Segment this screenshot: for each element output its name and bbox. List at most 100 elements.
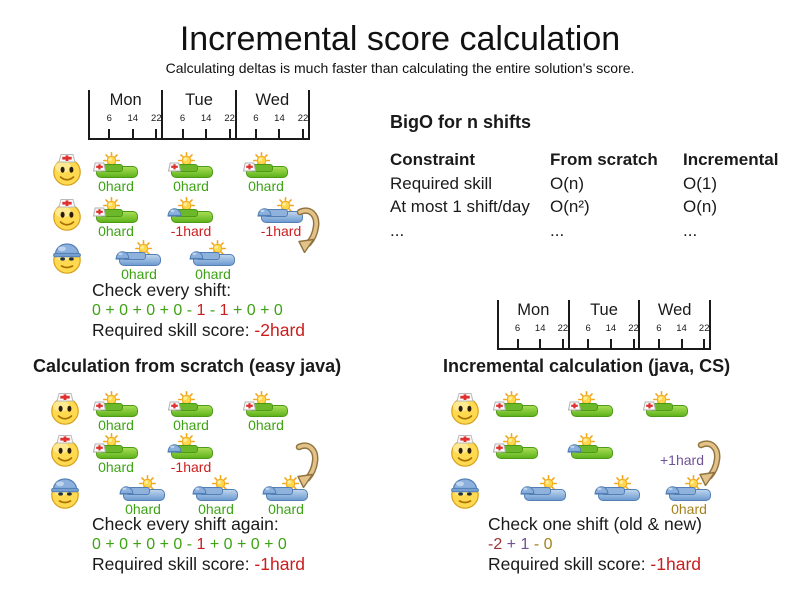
shift-icon: -1hard	[167, 197, 214, 240]
shift-bar-blue	[119, 252, 161, 266]
shift-bar-blue	[123, 487, 165, 501]
shift-bar-green	[171, 445, 213, 459]
timeline-tick-mark	[657, 339, 660, 348]
curved-arrow-icon	[296, 207, 320, 254]
sun-icon	[540, 475, 558, 493]
nurse-hat-icon	[492, 440, 507, 453]
timeline-tick-label: 6	[106, 113, 112, 124]
shift-icon	[492, 433, 539, 476]
text-line: Check every shift:	[92, 280, 231, 301]
timeline-tick-mark	[155, 129, 158, 138]
timeline-day: Tue 6 14 22	[161, 90, 235, 138]
shift-icon	[492, 391, 539, 434]
text-segment: + 0 + 0	[228, 302, 283, 319]
builder-hat-icon	[167, 440, 182, 453]
text-segment: 0 + 0 + 0 + 0 -	[92, 536, 197, 553]
shift-bar-blue	[261, 209, 303, 223]
text-line: Required skill score: -1hard	[92, 554, 305, 575]
builder-hat-icon	[567, 440, 582, 453]
shift-icon	[594, 475, 641, 518]
timeline-tick-mark	[131, 129, 134, 138]
text-segment: Required skill score:	[92, 320, 255, 340]
bigo-cell: Required skill	[390, 173, 493, 193]
timeline-tick-mark	[587, 339, 590, 348]
timeline-tick-mark	[516, 339, 519, 348]
text-segment: Required skill score:	[92, 554, 255, 574]
timeline-tick-mark	[632, 339, 635, 348]
timeline-tick-label: 6	[514, 323, 521, 334]
bigo-cell: O(1)	[683, 173, 717, 193]
employee-nurse-icon	[448, 432, 482, 468]
text-line: +1hard	[660, 452, 704, 468]
shift-bar-blue	[669, 487, 711, 501]
employee-nurse-icon	[50, 196, 84, 232]
shift-icon: 0hard	[665, 475, 712, 518]
bigo-heading: BigO for n shifts	[390, 112, 531, 132]
employee-builder-icon	[448, 474, 482, 510]
builder-hat-icon	[257, 204, 272, 217]
timeline-tick-label: 6	[585, 323, 591, 334]
timeline-tick-label: 14	[676, 323, 687, 334]
bigo-cell: O(n)	[683, 197, 717, 216]
shift-icon: 0hard	[92, 152, 139, 195]
shift-score-label: 0hard	[248, 178, 284, 194]
nurse-hat-icon	[92, 204, 107, 217]
timeline-day-label: Tue	[590, 301, 618, 319]
timeline-tick-label: 14	[200, 113, 212, 124]
employee-nurse-icon	[50, 151, 84, 187]
shift-bar-green	[96, 164, 138, 178]
heading-incremental-calculation: Incremental calculation (java, CS)	[443, 356, 731, 376]
timeline-tick-mark	[680, 339, 683, 348]
timeline-tick-mark	[301, 129, 304, 138]
shift-bar-green	[171, 164, 213, 178]
builder-hat-icon	[119, 482, 134, 495]
timeline-tick-mark	[539, 339, 542, 348]
shift-score-label: 0hard	[268, 501, 304, 517]
shift-icon	[520, 475, 567, 518]
builder-hat-icon	[189, 247, 204, 260]
text-segment: -1hard	[650, 554, 702, 574]
shift-icon: 0hard	[119, 475, 166, 518]
text-segment: Check every shift again:	[92, 514, 279, 534]
employee-builder-icon	[50, 239, 84, 275]
shift-bar-green	[246, 164, 288, 178]
sun-icon	[685, 475, 703, 493]
bigo-cell: At most 1 shift/day	[390, 197, 530, 216]
bigo-column-header: From scratch	[550, 150, 658, 169]
text-segment: Required skill score:	[488, 554, 651, 574]
text-line: 0 + 0 + 0 + 0 - 1 - 1 + 0 + 0	[92, 302, 283, 320]
text-segment: -2hard	[254, 320, 306, 340]
timeline-bottom-right: Mon 6 14 22 Tue 6 14 22 Wed 6 14 22	[497, 300, 712, 350]
text-line: Check one shift (old & new)	[488, 514, 702, 535]
nurse-hat-icon	[567, 398, 582, 411]
shift-icon: 0hard	[167, 152, 214, 195]
shift-icon: 0hard	[242, 391, 289, 434]
shift-icon: -1hard	[167, 433, 214, 476]
timeline-tick-label: 22	[698, 323, 710, 334]
curved-arrow-icon	[697, 440, 721, 487]
builder-hat-icon	[115, 247, 130, 260]
timeline-tick-mark	[205, 129, 208, 138]
shift-icon: 0hard	[192, 475, 239, 518]
text-segment: + 0 + 0 + 0	[205, 536, 287, 553]
shift-score-label: 0hard	[98, 223, 134, 239]
shift-bar-green	[171, 209, 213, 223]
timeline-top-left: Mon 6 14 22 Tue 6 14 22 Wed 6 14 22	[88, 90, 310, 140]
text-segment: 1	[196, 302, 206, 319]
timeline-day-label: Mon	[109, 91, 142, 109]
timeline-tick-label: 14	[534, 323, 546, 334]
shift-score-label: 0hard	[671, 501, 707, 517]
text-segment: -2	[488, 536, 503, 553]
timeline-tick-mark	[108, 129, 111, 138]
shift-score-label: 0hard	[248, 417, 284, 433]
bigo-cell: ...	[683, 220, 698, 240]
timeline-day: Wed 6 14 22	[234, 90, 310, 138]
timeline-tick-mark	[561, 339, 564, 348]
text-segment: +1hard	[660, 452, 704, 468]
timeline-tick-mark	[254, 129, 257, 138]
timeline-tick-label: 14	[605, 323, 617, 334]
timeline-tick-label: 22	[151, 113, 162, 124]
employee-builder-icon	[48, 474, 82, 510]
timeline-day: Mon 6 14 22	[88, 90, 162, 138]
text-segment: -1hard	[254, 554, 306, 574]
